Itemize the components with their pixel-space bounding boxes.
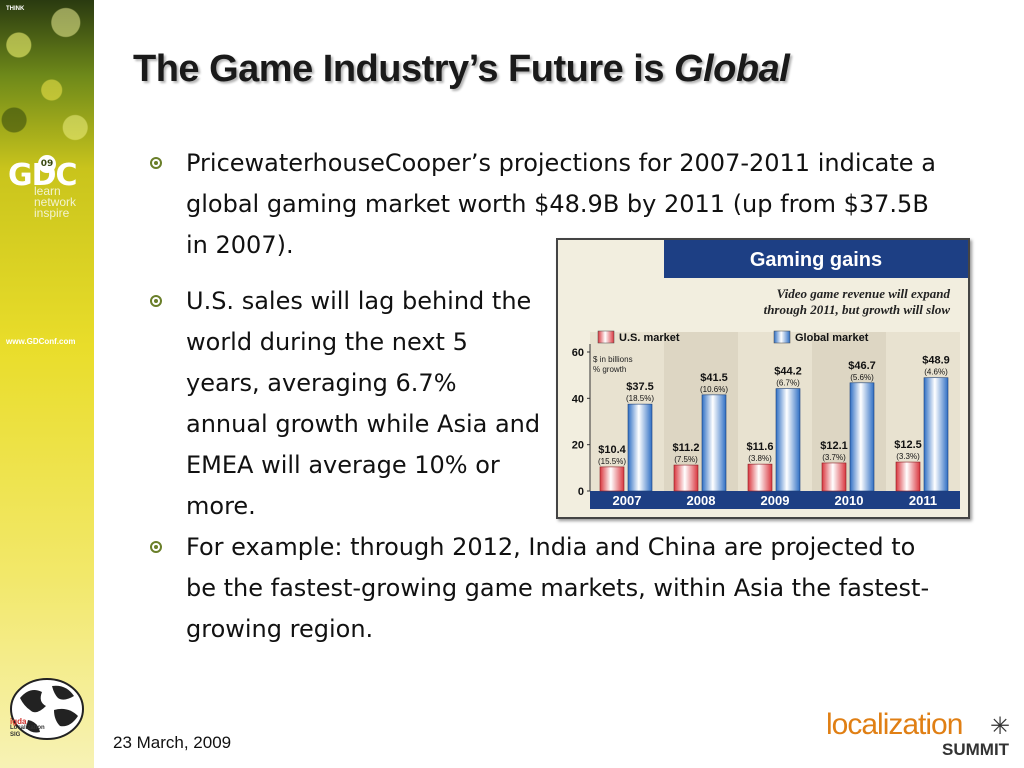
gdc-logo: GDC 09 <box>8 155 78 193</box>
data-label-global-2007: $37.5 <box>626 381 654 393</box>
igda-line-3: SIG <box>10 732 21 738</box>
chart-subtitle-line-2: through 2011, but growth will slow <box>764 302 951 317</box>
bullet-item-3: For example: through 2012, India and Chi… <box>150 527 946 650</box>
bar-us-2008 <box>673 464 699 492</box>
title-emphasis: Global <box>674 48 790 90</box>
x-tick-label-2008: 2008 <box>687 493 716 508</box>
chart-title: Gaming gains <box>750 249 882 271</box>
growth-label-global-2008: (10.6%) <box>700 385 728 394</box>
unit-note: % growth <box>593 365 626 374</box>
x-tick-label-2010: 2010 <box>835 493 864 508</box>
leaf-pattern <box>0 0 94 150</box>
y-tick-label: 0 <box>578 486 584 498</box>
igda-globe-icon <box>10 678 84 740</box>
igda-line-1: igda <box>10 717 27 726</box>
growth-label-us-2010: (3.7%) <box>822 453 846 462</box>
gaming-gains-chart: Gaming gains Video game revenue will exp… <box>556 238 970 519</box>
chart-svg: Gaming gains Video game revenue will exp… <box>558 240 968 517</box>
data-label-us-2009: $11.6 <box>747 441 774 453</box>
slide-date: 23 March, 2009 <box>113 733 232 752</box>
bar-global-2008 <box>701 394 727 492</box>
x-tick-label-2009: 2009 <box>761 493 790 508</box>
data-label-us-2010: $12.1 <box>820 440 848 452</box>
tagline-learn: learn <box>34 184 61 198</box>
bullet-marker-icon <box>150 157 162 169</box>
growth-label-us-2008: (7.5%) <box>674 455 698 464</box>
chart-title-banner <box>664 240 968 278</box>
sidebar-banner: THINK GDC 09 learn network inspire www.G… <box>0 0 94 768</box>
think-logo: THINK <box>6 6 25 12</box>
x-axis-band <box>590 491 960 509</box>
bullet-text-2: U.S. sales will lag behind the world dur… <box>186 287 541 520</box>
x-tick-label-2007: 2007 <box>613 493 642 508</box>
bullet-marker-icon <box>150 541 162 553</box>
growth-label-us-2007: (15.5%) <box>598 457 626 466</box>
gdc-year-badge: 09 <box>38 155 56 173</box>
summit-star-icon: ✳ <box>990 713 1011 740</box>
growth-label-global-2009: (6.7%) <box>776 379 800 388</box>
growth-label-us-2011: (3.3%) <box>896 452 920 461</box>
growth-label-us-2009: (3.8%) <box>748 454 772 463</box>
y-tick-label: 40 <box>572 393 584 405</box>
igda-line-2: Localization <box>10 725 45 731</box>
legend-label: U.S. market <box>619 332 680 344</box>
data-label-global-2009: $44.2 <box>774 366 802 378</box>
summit-label: SUMMIT <box>942 740 1010 759</box>
tagline-network: network <box>34 195 77 209</box>
bar-us-2007 <box>599 466 625 492</box>
bullet-text-1: PricewaterhouseCooper’s projections for … <box>186 149 936 259</box>
x-tick-label-2011: 2011 <box>909 493 937 508</box>
bullet-marker-icon <box>150 295 162 307</box>
bullet-text-3: For example: through 2012, India and Chi… <box>186 533 930 643</box>
legend-label: Global market <box>795 332 869 344</box>
y-tick-label: 20 <box>572 440 584 452</box>
y-tick-label: 60 <box>572 347 584 359</box>
tagline-inspire: inspire <box>34 206 70 220</box>
growth-label-global-2007: (18.5%) <box>626 394 654 403</box>
data-label-global-2008: $41.5 <box>700 372 728 384</box>
bar-us-2009 <box>747 463 773 492</box>
bar-us-2011 <box>895 461 921 492</box>
data-label-us-2008: $11.2 <box>673 442 700 454</box>
gdc-url: www.GDConf.com <box>6 337 76 346</box>
title-main: The Game Industry’s Future is <box>133 48 675 90</box>
data-label-global-2011: $48.9 <box>922 355 950 367</box>
bar-global-2011 <box>923 377 949 492</box>
slide-title: The Game Industry’s Future is Global <box>133 48 790 91</box>
bar-global-2010 <box>849 382 875 492</box>
gdc-tagline: learn network inspire <box>34 184 77 220</box>
unit-note: $ in billions <box>593 355 633 364</box>
data-label-global-2010: $46.7 <box>848 360 876 372</box>
legend-swatch <box>773 330 791 344</box>
bar-global-2009 <box>775 388 801 492</box>
data-label-us-2007: $10.4 <box>598 444 626 456</box>
legend-swatch <box>597 330 615 344</box>
bullet-item-1: PricewaterhouseCooper’s projections for … <box>150 143 946 266</box>
growth-label-global-2010: (5.6%) <box>850 373 874 382</box>
bullet-item-2: U.S. sales will lag behind the world dur… <box>150 281 541 527</box>
data-label-us-2011: $12.5 <box>894 439 922 451</box>
igda-sig-label: igda Localization SIG <box>10 718 45 739</box>
bar-global-2007 <box>627 403 653 492</box>
chart-subtitle-line-1: Video game revenue will expand <box>777 286 951 301</box>
localization-summit-logo: localization <box>826 708 963 741</box>
bar-us-2010 <box>821 462 847 492</box>
growth-label-global-2011: (4.6%) <box>924 368 948 377</box>
